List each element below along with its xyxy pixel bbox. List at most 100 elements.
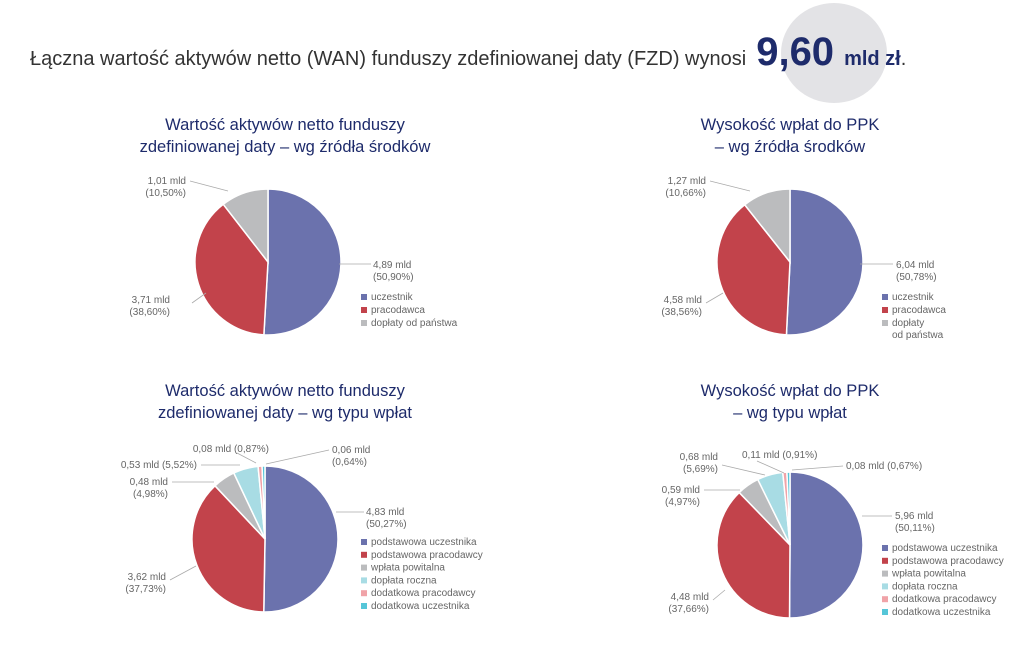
data-label: (37,66%) — [668, 604, 709, 615]
chart-title-line: zdefiniowanej daty – wg typu wpłat — [157, 404, 413, 422]
legend-label: dopłata roczna — [371, 575, 437, 586]
data-label: (10,50%) — [145, 188, 186, 199]
legend-swatch — [882, 320, 888, 326]
legend-label: dodatkowa uczestnika — [892, 607, 991, 618]
legend-swatch — [882, 609, 888, 615]
legend-swatch — [361, 307, 367, 313]
headline-unit: mld zł — [844, 48, 901, 70]
headline-dot: . — [900, 48, 907, 70]
chart-title: Wysokość wpłat do PPK – wg źródła środków — [620, 114, 960, 158]
pie-chart: 5,96 mld(50,11%) 4,48 mld(37,66%) 0,59 mld… — [662, 450, 935, 619]
data-label: (10,66%) — [665, 188, 706, 199]
pie-chart: 4,89 mld(50,90%) 3,71 mld(38,60%) 1,01 mld… — [129, 176, 414, 336]
legend-label: podstawowa pracodawcy — [892, 556, 1004, 567]
data-label: 0,68 mld — [680, 452, 718, 463]
headline: Łączna wartość aktywów netto (WAN) fundu… — [30, 30, 906, 75]
data-label: (4,98%) — [133, 489, 168, 500]
data-label: 4,89 mld — [373, 260, 411, 271]
legend-label: podstawowa pracodawcy — [371, 550, 483, 561]
data-label: (38,56%) — [661, 307, 702, 318]
leader-line — [756, 460, 785, 474]
data-label: 3,62 mld — [128, 572, 166, 583]
legend-swatch — [361, 603, 367, 609]
legend-label: dodatkowa pracodawcy — [371, 588, 476, 599]
legend-label: podstawowa uczestnika — [892, 543, 998, 554]
legend-swatch — [882, 583, 888, 590]
legend-label: podstawowa uczestnika — [371, 537, 477, 548]
headline-value: 9,60 — [756, 30, 835, 74]
legend-label: dopłaty od państwa — [371, 318, 458, 329]
pie-slice — [261, 465, 266, 540]
legend-label: wpłata powitalna — [891, 569, 966, 580]
legend-swatch — [882, 294, 888, 300]
legend-swatch — [882, 570, 888, 577]
legend-swatch — [882, 307, 888, 313]
legend-swatch — [882, 545, 888, 551]
data-label: 5,96 mld — [895, 511, 933, 522]
leader-line — [265, 449, 330, 465]
data-label: 1,01 mld — [148, 176, 186, 187]
pie-chart: 4,83 mld(50,27%) 3,62 mld(37,73%) 0,48 mld… — [121, 444, 407, 613]
pie-slice — [743, 188, 791, 265]
data-label: (0,64%) — [332, 457, 367, 468]
chart-title: Wartość aktywów netto funduszy zdefiniowa… — [100, 114, 470, 158]
leader-line — [169, 565, 197, 581]
legend-label: uczestnik — [371, 292, 414, 303]
chart-title-line: Wysokość wpłat do PPK — [700, 116, 880, 134]
legend-label: pracodawca — [371, 305, 425, 316]
legend-swatch — [361, 320, 367, 326]
leader-line — [709, 180, 751, 192]
pie-slice — [191, 484, 266, 613]
data-label: 4,58 mld — [664, 295, 702, 306]
legend-label: dodatkowa pracodawcy — [892, 594, 997, 605]
leader-line — [705, 292, 724, 304]
data-label: 0,48 mld — [130, 477, 168, 488]
headline-text: Łączna wartość aktywów netto (WAN) fundu… — [30, 48, 747, 70]
data-label: 4,83 mld — [366, 507, 404, 518]
chart-title-line: Wysokość wpłat do PPK — [700, 382, 880, 400]
chart-title: Wartość aktywów netto funduszy zdefiniowa… — [100, 380, 470, 424]
legend-swatch — [361, 577, 367, 584]
legend-label: dodatkowa uczestnika — [371, 601, 470, 612]
legend-label: dopłaty — [892, 318, 924, 329]
pie-slice — [788, 471, 864, 619]
data-label: (50,27%) — [366, 519, 407, 530]
chart-title-line: Wartość aktywów netto funduszy — [165, 116, 405, 134]
legend-swatch — [361, 539, 367, 545]
data-label: (50,78%) — [896, 272, 937, 283]
leader-line — [189, 180, 229, 192]
data-label: 0,59 mld — [662, 485, 700, 496]
leader-line — [721, 464, 766, 476]
data-label: 1,27 mld — [668, 176, 706, 187]
chart-title: Wysokość wpłat do PPK – wg typu wpłat — [640, 380, 940, 424]
data-label: (5,69%) — [683, 464, 718, 475]
legend-label: wpłata powitalna — [370, 563, 445, 574]
data-label: 4,48 mld — [671, 592, 709, 603]
legend-swatch — [882, 596, 888, 603]
header: Łączna wartość aktywów netto (WAN) fundu… — [0, 0, 1024, 103]
data-label: (38,60%) — [129, 307, 170, 318]
data-label: 0,06 mld — [332, 445, 370, 456]
legend-label: dopłata roczna — [892, 581, 958, 592]
pie-chart: 6,04 mld(50,78%) 4,58 mld(38,56%) 1,27 mld… — [661, 176, 937, 336]
pie-slice — [716, 491, 791, 619]
leader-line — [791, 465, 844, 471]
data-label: 3,71 mld — [132, 295, 170, 306]
chart-title-line: Wartość aktywów netto funduszy — [165, 382, 405, 400]
chart-title-line: zdefiniowanej daty – wg źródła środków — [139, 138, 431, 156]
pie-slice — [716, 203, 791, 336]
legend-swatch — [361, 551, 367, 558]
data-label: (50,90%) — [373, 272, 414, 283]
leader-line — [236, 452, 257, 464]
legend-label: uczestnik — [892, 292, 935, 303]
data-label: 0,08 mld (0,67%) — [846, 461, 922, 472]
legend-label: od państwa — [892, 330, 944, 341]
data-label: (4,97%) — [665, 497, 700, 508]
pie-slice — [263, 188, 342, 336]
data-label: 0,08 mld (0,87%) — [193, 444, 269, 455]
legend-label: pracodawca — [892, 305, 946, 316]
data-label: 0,53 mld (5,52%) — [121, 460, 197, 471]
pie-slice — [786, 471, 791, 546]
pie-slice — [785, 188, 864, 336]
